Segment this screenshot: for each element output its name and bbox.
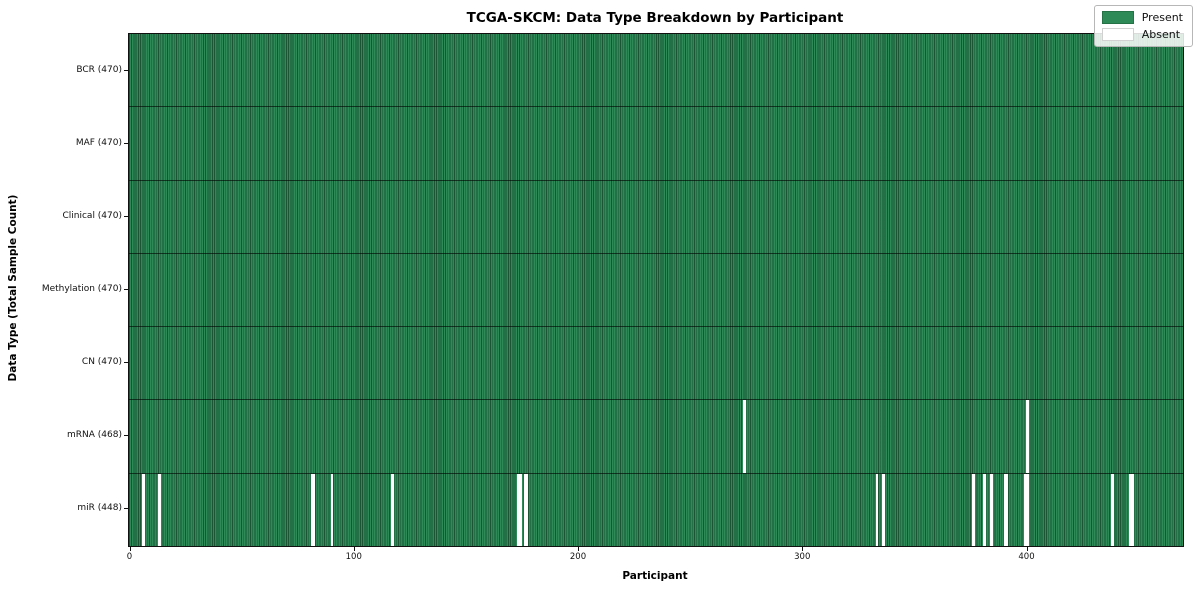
absent-cell — [310, 473, 314, 546]
xtick-mark — [129, 546, 131, 551]
absent-cell — [525, 473, 529, 546]
xtick-label-0: 0 — [126, 552, 133, 562]
absent-cell — [391, 473, 394, 546]
legend-present-label: Present — [1141, 11, 1183, 24]
ytick-mark — [124, 215, 128, 217]
heatmap-row-mrna — [129, 400, 1183, 474]
absent-cell — [1129, 473, 1132, 546]
ytick-label-methylation: Methylation (470) — [41, 284, 122, 294]
ytick-label-cn: CN (470) — [81, 357, 122, 368]
heatmap-row-cn — [129, 327, 1183, 401]
ytick-label-clinical: Clinical (470) — [62, 210, 122, 221]
heatmap-row-clinical — [129, 180, 1183, 254]
ytick-mark — [124, 69, 128, 71]
absent-cell — [983, 473, 986, 546]
absent-cell — [875, 473, 879, 546]
ytick-label-mir: miR (448) — [77, 503, 122, 514]
xtick-mark — [802, 546, 804, 551]
absent-cell — [516, 473, 520, 546]
legend: Present Absent — [1093, 5, 1193, 47]
ytick-mark — [124, 508, 128, 510]
ytick-mark — [124, 142, 128, 144]
absent-cell — [1131, 473, 1134, 546]
absent-swatch — [1101, 28, 1134, 41]
absent-cell — [1023, 473, 1027, 546]
absent-cell — [330, 473, 334, 546]
x-axis-title: Participant — [622, 570, 688, 582]
legend-item-absent: Absent — [1101, 28, 1183, 41]
heatmap-rows — [129, 34, 1183, 546]
absent-cell — [1005, 473, 1009, 546]
absent-cell — [158, 473, 161, 546]
absent-cell — [743, 400, 746, 473]
absent-cell — [1003, 473, 1007, 546]
heatmap-row-methylation — [129, 253, 1183, 328]
xtick-mark — [578, 546, 579, 551]
chart-title: TCGA-SKCM: Data Type Breakdown by Partic… — [466, 10, 844, 26]
xtick-label-400: 400 — [1018, 552, 1035, 562]
ytick-label-maf: MAF (470) — [75, 137, 122, 148]
heatmap-row-bcr — [129, 34, 1183, 108]
absent-cell — [519, 473, 522, 546]
xtick-mark — [353, 546, 355, 551]
ytick-label-mrna: mRNA (468) — [67, 430, 122, 441]
present-swatch — [1101, 11, 1134, 24]
absent-cell — [882, 473, 885, 546]
legend-item-present: Present — [1101, 11, 1183, 24]
heatmap-row-mir — [129, 473, 1183, 546]
absent-cell — [1111, 473, 1114, 546]
ytick-mark — [124, 362, 128, 364]
absent-cell — [972, 473, 975, 546]
absent-cell — [142, 473, 145, 546]
absent-cell — [1026, 400, 1029, 473]
y-axis-title: Data Type (Total Sample Count) — [7, 194, 19, 382]
absent-cell — [1026, 473, 1029, 546]
ytick-mark — [124, 435, 128, 437]
xtick-label-200: 200 — [569, 552, 587, 562]
absent-cell — [312, 473, 316, 546]
xtick-label-300: 300 — [794, 552, 811, 562]
ytick-mark — [124, 289, 128, 290]
legend-absent-label: Absent — [1141, 28, 1181, 41]
absent-cell — [990, 473, 993, 546]
xtick-label-100: 100 — [345, 552, 362, 562]
xtick-mark — [1026, 546, 1028, 551]
heatmap-row-maf — [129, 107, 1183, 181]
absent-cell — [523, 473, 527, 546]
heatmap-plot-area — [128, 33, 1184, 547]
ytick-label-bcr: BCR (470) — [76, 64, 122, 75]
